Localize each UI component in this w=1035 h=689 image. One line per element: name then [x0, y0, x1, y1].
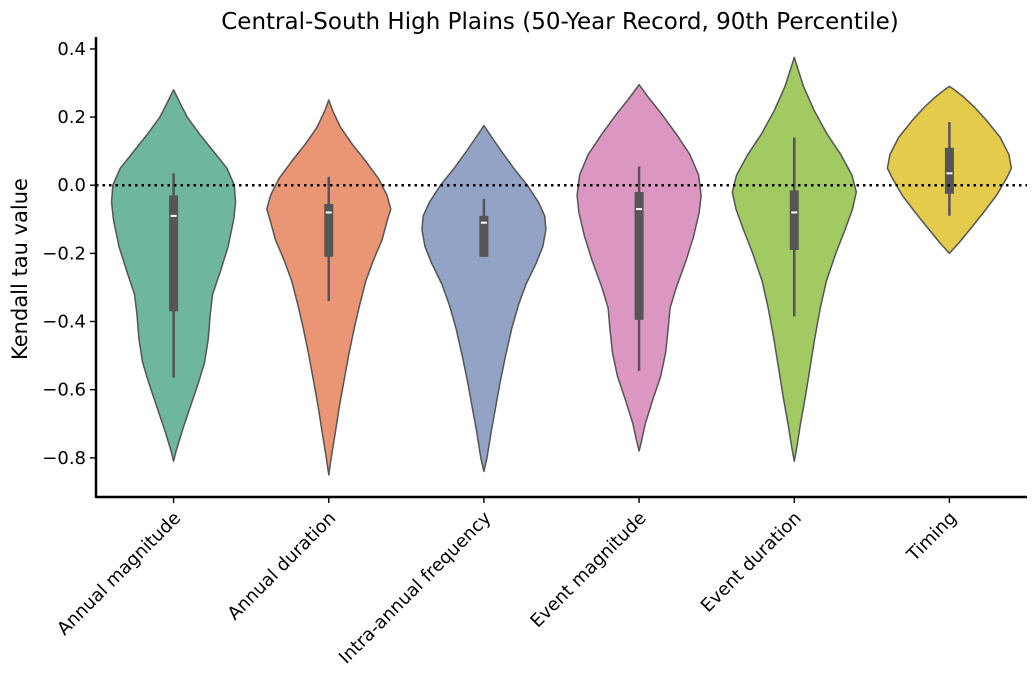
- violin-body: [421, 124, 547, 473]
- y-tick-label: −0.8: [42, 448, 86, 469]
- x-tick-label: Event duration: [697, 508, 806, 617]
- y-tick-label: −0.4: [42, 312, 86, 333]
- iqr-box: [944, 147, 954, 194]
- x-tick-label: Event magnitude: [526, 508, 650, 632]
- x-tick-label: Timing: [902, 508, 961, 567]
- y-axis-label: Kendall tau value: [8, 178, 32, 360]
- y-tick-label: −0.6: [42, 380, 86, 401]
- iqr-box: [634, 192, 644, 320]
- y-tick-label: 0.4: [57, 39, 86, 60]
- y-tick-label: 0.0: [57, 175, 86, 196]
- chart-title: Central-South High Plains (50-Year Recor…: [221, 9, 899, 35]
- y-tick-label: −0.2: [42, 243, 86, 264]
- x-tick-label: Intra-annual frequency: [335, 507, 496, 668]
- iqr-box: [789, 190, 799, 250]
- iqr-box: [169, 195, 179, 312]
- iqr-box: [324, 203, 334, 257]
- x-tick-label: Annual magnitude: [53, 508, 185, 640]
- x-tick-label: Annual duration: [224, 508, 341, 625]
- iqr-box: [479, 215, 489, 257]
- plot-area: 0.4 0.2 0.0 −0.2 −0.4 −0.6 −0.8 Annual magnitud…: [42, 39, 1027, 668]
- y-tick-label: 0.2: [57, 107, 86, 128]
